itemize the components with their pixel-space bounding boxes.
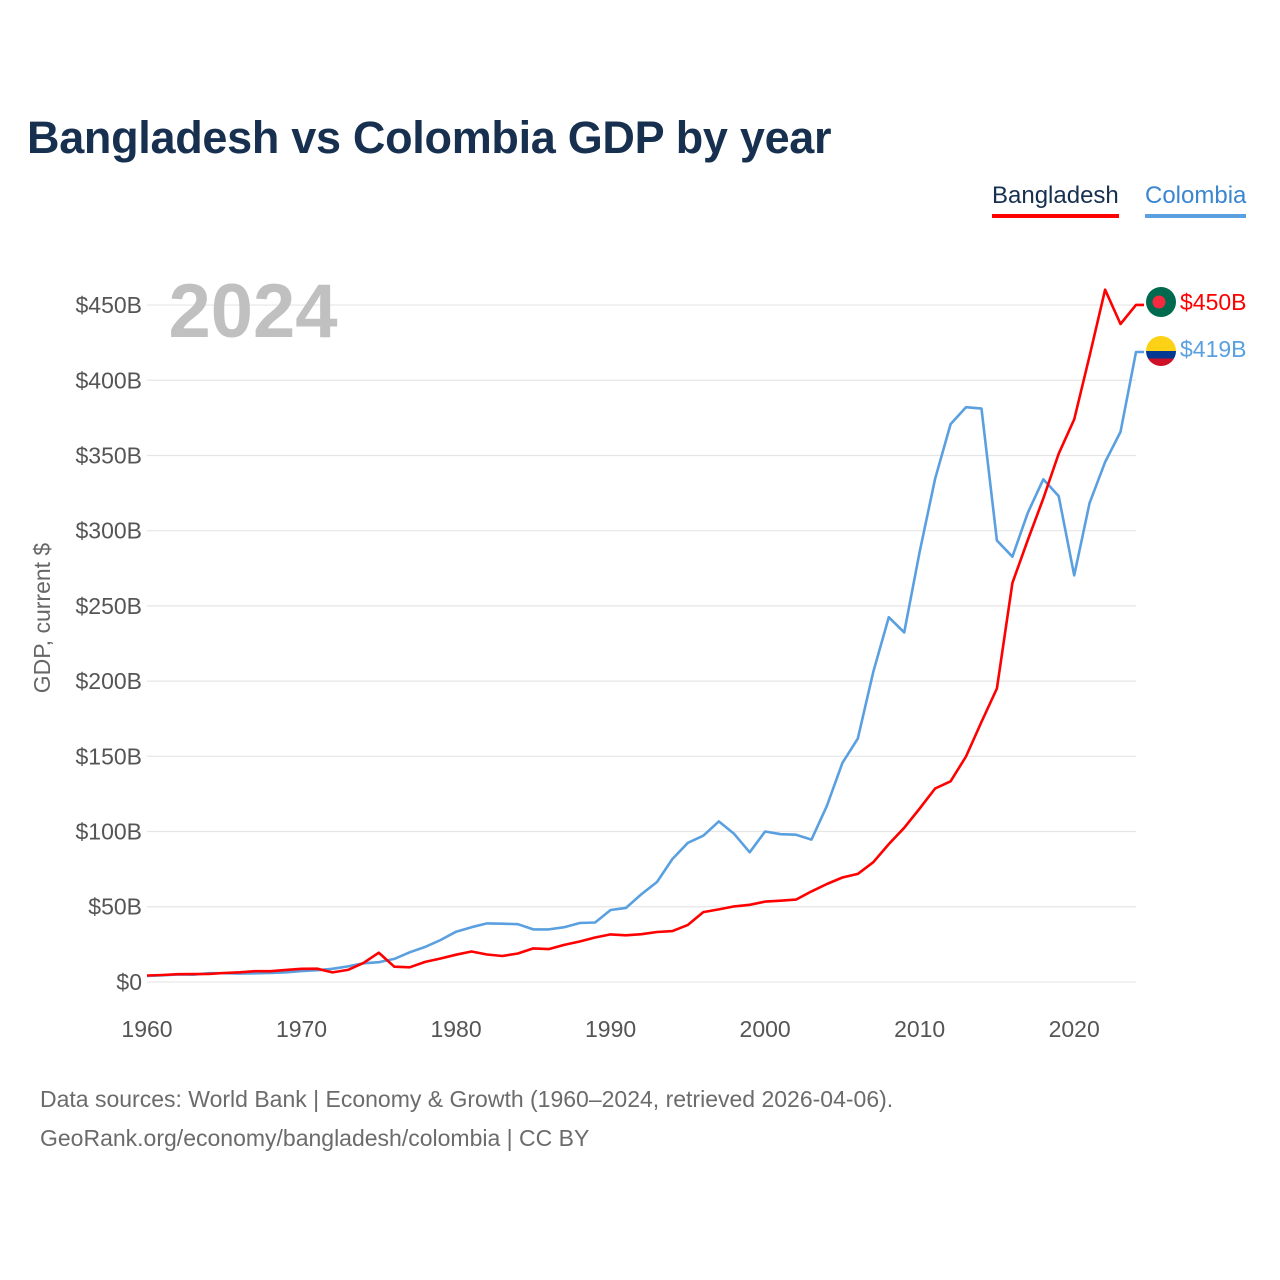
x-tick-label: 2020 (1049, 1016, 1100, 1042)
y-tick-label: $50B (88, 894, 142, 920)
x-tick-label: 2000 (740, 1016, 791, 1042)
series-line-colombia (146, 350, 1144, 978)
y-tick-label: $0 (116, 969, 142, 995)
x-tick-label: 2010 (894, 1016, 945, 1042)
y-tick-label: $450B (75, 292, 142, 318)
y-tick-label: $250B (75, 593, 142, 619)
end-value-label-bangladesh: $450B (1180, 289, 1247, 315)
x-axis-ticks: 1960 1970 1980 1990 2000 2010 2020 (121, 1016, 1099, 1042)
grid-lines (147, 304, 1136, 983)
y-axis-ticks: $0 $50B $100B $150B $200B $250B $300B $350B $400… (75, 292, 142, 995)
y-tick-label: $200B (75, 668, 142, 694)
y-tick-label: $300B (75, 518, 142, 544)
y-tick-label: $100B (75, 819, 142, 845)
x-tick-label: 1960 (121, 1016, 172, 1042)
x-tick-label: 1990 (585, 1016, 636, 1042)
legend-item-colombia[interactable]: Colombia (1145, 182, 1247, 218)
bangladesh-flag-icon (1146, 287, 1176, 317)
y-tick-label: $400B (75, 367, 142, 393)
legend-item-bangladesh[interactable]: Bangladesh (992, 182, 1119, 218)
x-tick-label: 1970 (276, 1016, 327, 1042)
data-source-note: Data sources: World Bank | Economy & Gro… (40, 1086, 894, 1112)
credit-note: GeoRank.org/economy/bangladesh/colombia … (40, 1125, 590, 1151)
x-tick-label: 1980 (430, 1016, 481, 1042)
end-value-label-colombia: $419B (1180, 336, 1247, 362)
colombia-flag-icon (1146, 336, 1176, 366)
series-lines (146, 288, 1144, 978)
chart-title: Bangladesh vs Colombia GDP by year (27, 112, 832, 163)
y-tick-label: $150B (75, 743, 142, 769)
y-tick-label: $350B (75, 442, 142, 468)
series-line-bangladesh (146, 288, 1144, 977)
y-axis-label: GDP, current $ (29, 543, 55, 694)
year-label: 2024 (168, 269, 337, 354)
